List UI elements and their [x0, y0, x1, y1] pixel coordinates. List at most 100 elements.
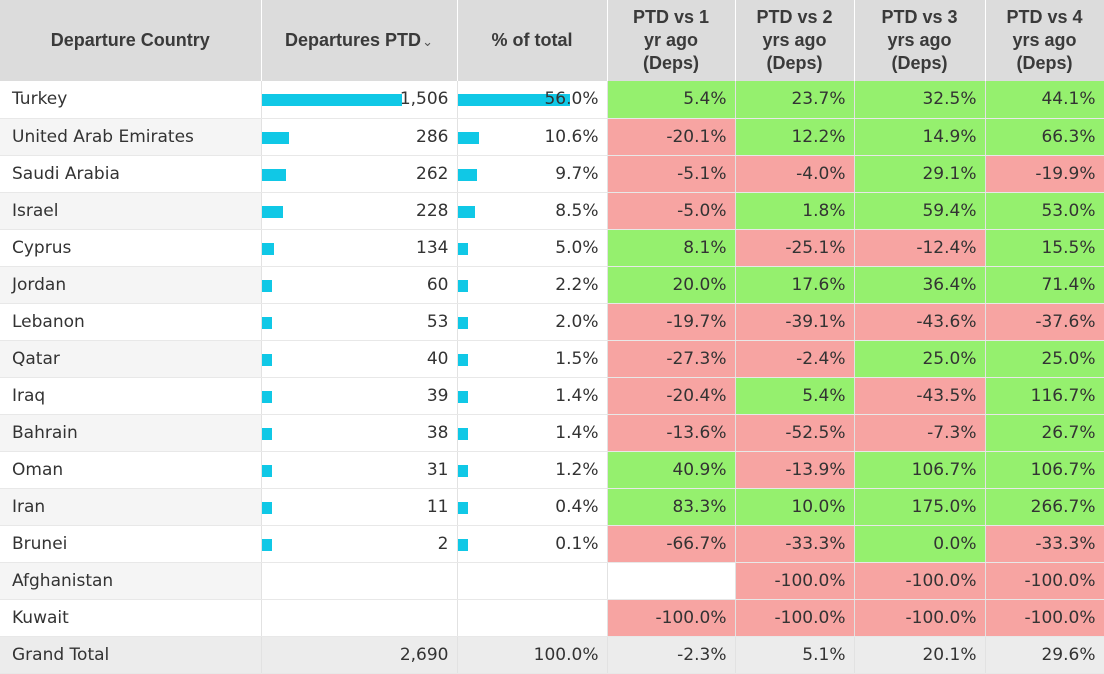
ptd-vs1-cell: -13.6% [607, 414, 736, 452]
departures-cell-bar [261, 464, 272, 477]
column-header-line: PTD vs 2 [756, 7, 833, 27]
pct-total-cell-value: 2.0% [555, 311, 599, 332]
departures-cell: 39 [261, 377, 458, 415]
table-row[interactable]: Saudi Arabia 262 9.7% -5.1% -4.0% 29.1% -19.9% [0, 155, 1104, 193]
table-row[interactable]: Cyprus 134 5.0% 8.1% -25.1% -12.4% 15.5% [0, 229, 1104, 267]
ptd-vs4-cell: 53.0% [985, 192, 1104, 230]
ptd-vs1-cell: 8.1% [607, 229, 736, 267]
pct-total-cell: 1.4% [457, 414, 608, 452]
ptd-vs1-cell: -5.1% [607, 155, 736, 193]
table-row[interactable]: Oman 31 1.2% 40.9% -13.9% 106.7% 106.7% [0, 451, 1104, 489]
departures-cell-value: 38 [426, 422, 449, 443]
departures-cell-bar [261, 94, 402, 106]
table-row[interactable]: Iran 11 0.4% 83.3% 10.0% 175.0% 266.7% [0, 488, 1104, 526]
departures-cell: 134 [261, 229, 458, 267]
country-cell: Lebanon [0, 303, 262, 341]
ptd-vs2-cell: -33.3% [735, 525, 855, 563]
departures-cell-value: 11 [426, 496, 449, 517]
pct-total-cell-bar [457, 427, 468, 440]
sort-descending-icon[interactable]: ⌄ [422, 33, 433, 49]
table-row[interactable]: Qatar 40 1.5% -27.3% -2.4% 25.0% 25.0% [0, 340, 1104, 378]
departures-cell-value: 286 [416, 126, 449, 147]
departures-cell-bar [261, 316, 272, 329]
departures-cell [261, 562, 458, 600]
column-header-line: yrs ago [762, 30, 827, 50]
table-row[interactable]: Kuwait -100.0% -100.0% -100.0% -100.0% [0, 599, 1104, 637]
country-cell: Iran [0, 488, 262, 526]
departures-cell-bar [261, 205, 283, 218]
column-header-line: (Deps) [1016, 53, 1073, 73]
column-header-line: PTD vs 3 [881, 7, 958, 27]
country-cell: Cyprus [0, 229, 262, 267]
pct-total-cell-bar [457, 94, 570, 106]
column-header-ptd-vs-3[interactable]: PTD vs 3 yrs ago (Deps) [854, 0, 986, 81]
departures-cell [261, 599, 458, 637]
ptd-vs2-cell: 23.7% [735, 81, 855, 119]
column-header-ptd-vs-4[interactable]: PTD vs 4 yrs ago (Deps) [985, 0, 1104, 81]
pct-total-cell-bar [457, 242, 468, 255]
departures-cell: 262 [261, 155, 458, 193]
table-row[interactable]: Israel 228 8.5% -5.0% 1.8% 59.4% 53.0% [0, 192, 1104, 230]
ptd-vs1-cell: -100.0% [607, 599, 736, 637]
departures-cell-value: 60 [426, 274, 449, 295]
ptd-vs3-cell: 14.9% [854, 118, 986, 156]
table-row[interactable]: Bahrain 38 1.4% -13.6% -52.5% -7.3% 26.7% [0, 414, 1104, 452]
ptd-vs1-cell: -66.7% [607, 525, 736, 563]
pct-total-cell: 10.6% [457, 118, 608, 156]
grand-total-departures-cell: 2,690 [261, 636, 458, 674]
column-header-line: yrs ago [887, 30, 952, 50]
table-row[interactable]: Brunei 2 0.1% -66.7% -33.3% 0.0% -33.3% [0, 525, 1104, 563]
ptd-vs3-cell: 106.7% [854, 451, 986, 489]
ptd-vs2-cell: -52.5% [735, 414, 855, 452]
column-header-line: yr ago [643, 30, 699, 50]
departures-cell-value: 1,506 [399, 89, 449, 109]
country-cell: Jordan [0, 266, 262, 304]
column-header-ptd-vs-1[interactable]: PTD vs 1 yr ago (Deps) [607, 0, 736, 81]
ptd-vs3-cell: -43.6% [854, 303, 986, 341]
departures-cell-value: 40 [426, 348, 449, 369]
ptd-vs4-cell: 66.3% [985, 118, 1104, 156]
departures-cell: 60 [261, 266, 458, 304]
pct-total-cell-bar [457, 353, 468, 366]
table-row[interactable]: Turkey 1,506 56.0% 5.4% 23.7% 32.5% 44.1% [0, 81, 1104, 119]
column-header-departure-country[interactable]: Departure Country [0, 0, 262, 81]
departures-cell-bar [261, 279, 272, 292]
pct-total-cell-value: 0.4% [555, 496, 599, 517]
ptd-vs1-cell: 20.0% [607, 266, 736, 304]
departures-cell: 2 [261, 525, 458, 563]
departures-cell-bar [261, 427, 272, 440]
table-row[interactable]: Lebanon 53 2.0% -19.7% -39.1% -43.6% -37.6% [0, 303, 1104, 341]
header-row: Departure Country Departures PTD⌄ % of t… [0, 0, 1104, 81]
ptd-vs4-cell: -37.6% [985, 303, 1104, 341]
ptd-vs4-cell: 25.0% [985, 340, 1104, 378]
ptd-vs3-cell: 29.1% [854, 155, 986, 193]
pct-total-cell: 1.2% [457, 451, 608, 489]
pct-total-cell-value: 0.1% [555, 533, 599, 554]
pct-total-cell: 0.4% [457, 488, 608, 526]
departures-cell: 228 [261, 192, 458, 230]
table-row[interactable]: Iraq 39 1.4% -20.4% 5.4% -43.5% 116.7% [0, 377, 1104, 415]
country-cell: Kuwait [0, 599, 262, 637]
pct-total-cell-bar [457, 279, 468, 292]
column-header-departures-ptd[interactable]: Departures PTD⌄ [261, 0, 458, 81]
pct-total-cell: 2.2% [457, 266, 608, 304]
ptd-vs3-cell: -43.5% [854, 377, 986, 415]
grand-total-vs2-cell: 5.1% [735, 636, 855, 674]
ptd-vs4-cell: -100.0% [985, 562, 1104, 600]
departures-cell-value: 228 [416, 200, 449, 221]
ptd-vs1-cell: -27.3% [607, 340, 736, 378]
pct-total-cell-value: 2.2% [555, 274, 599, 295]
ptd-vs2-cell: 1.8% [735, 192, 855, 230]
departures-cell-value: 2 [437, 533, 449, 554]
table-row[interactable]: Jordan 60 2.2% 20.0% 17.6% 36.4% 71.4% [0, 266, 1104, 304]
grand-total-pct-cell: 100.0% [457, 636, 608, 674]
column-header-pct-total[interactable]: % of total [457, 0, 608, 81]
ptd-vs1-cell: -20.1% [607, 118, 736, 156]
table-row[interactable]: United Arab Emirates 286 10.6% -20.1% 12.2% 1… [0, 118, 1104, 156]
table-row[interactable]: Afghanistan -100.0% -100.0% -100.0% [0, 562, 1104, 600]
pct-total-cell-value: 1.2% [555, 459, 599, 480]
ptd-vs2-cell: -13.9% [735, 451, 855, 489]
ptd-vs1-cell: 5.4% [607, 81, 736, 119]
column-header-ptd-vs-2[interactable]: PTD vs 2 yrs ago (Deps) [735, 0, 855, 81]
